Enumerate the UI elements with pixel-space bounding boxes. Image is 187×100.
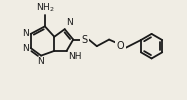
Text: N: N [22,44,29,53]
Text: N: N [37,57,44,66]
Text: N: N [22,29,29,38]
Text: NH$_2$: NH$_2$ [36,2,54,14]
Text: N: N [66,18,72,27]
Text: NH: NH [68,52,82,61]
Text: O: O [117,41,124,51]
Text: S: S [82,35,88,45]
